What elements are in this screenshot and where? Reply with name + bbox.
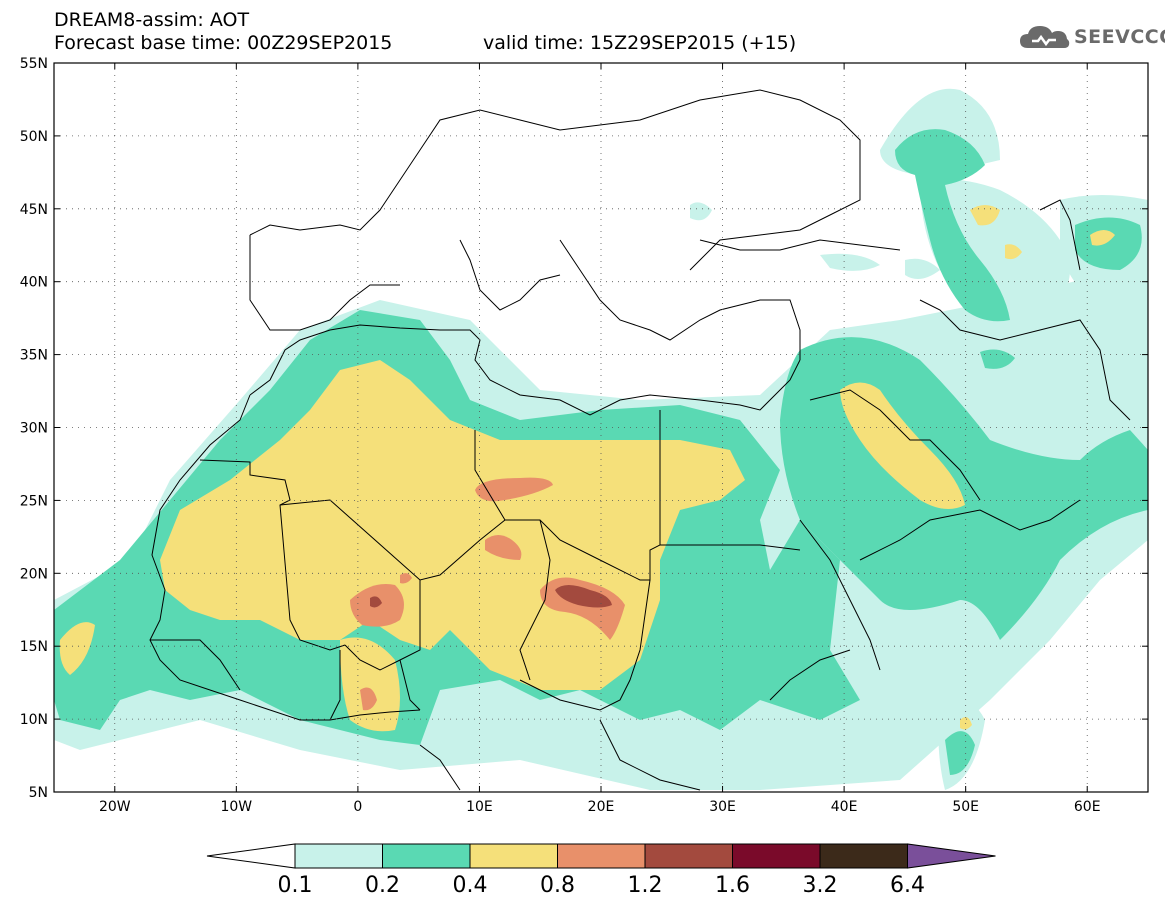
lat-tick-label: 10N [20, 712, 48, 728]
colorbar-label: 3.2 [803, 873, 838, 898]
gridlines [54, 62, 1148, 793]
lat-tick-label: 25N [20, 493, 48, 509]
lon-tick-label: 50E [952, 799, 979, 815]
colorbar-arrow-left [206, 843, 296, 869]
valid-time: valid time: 15Z29SEP2015 (+15) [483, 32, 797, 54]
map-frame [53, 62, 1149, 793]
lon-tick-label: 10W [220, 799, 252, 815]
lon-tick-label: 20E [588, 799, 615, 815]
colorbar-swatch [819, 843, 908, 869]
lon-tick-label: 0 [353, 799, 362, 815]
colorbar-label: 0.1 [278, 873, 313, 898]
colorbar-swatch [644, 843, 733, 869]
aot-field [54, 88, 1148, 790]
colorbar-arrow-right [907, 843, 996, 869]
colorbar-label: 0.8 [540, 873, 575, 898]
lat-tick-label: 55N [20, 56, 48, 72]
colorbar-label: 1.2 [628, 873, 663, 898]
colorbar-swatch [732, 843, 821, 869]
map-title: DREAM8-assim: AOT [54, 9, 250, 31]
lon-tick-label: 10E [466, 799, 493, 815]
forecast-base-time: Forecast base time: 00Z29SEP2015 [54, 32, 393, 54]
colorbar [206, 843, 996, 869]
lat-tick-label: 50N [20, 129, 48, 145]
colorbar-label: 0.4 [453, 873, 488, 898]
lat-tick-label: 35N [20, 348, 48, 364]
lat-tick-label: 40N [20, 275, 48, 291]
logo-text: SEEVCCC [1074, 26, 1165, 48]
colorbar-swatch [469, 843, 558, 869]
lon-tick-label: 60E [1074, 799, 1101, 815]
lat-tick-label: 30N [20, 421, 48, 437]
lon-tick-label: 30E [709, 799, 736, 815]
colorbar-label: 1.6 [715, 873, 750, 898]
colorbar-swatch [294, 843, 383, 869]
lat-tick-label: 20N [20, 566, 48, 582]
lon-tick-label: 40E [831, 799, 858, 815]
lat-tick-label: 15N [20, 639, 48, 655]
longitude-labels: 20W 10W 0 10E 20E 30E 40E 50E 60E [99, 799, 1101, 815]
lon-tick-label: 20W [99, 799, 131, 815]
colorbar-labels: 0.1 0.2 0.4 0.8 1.2 1.6 3.2 6.4 [278, 873, 926, 898]
colorbar-label: 0.2 [365, 873, 400, 898]
country-borders [149, 89, 1131, 791]
colorbar-swatch [557, 843, 646, 869]
latitude-labels: 5N 10N 15N 20N 25N 30N 35N 40N 45N 50N 55N [20, 56, 48, 801]
lat-tick-label: 5N [29, 785, 48, 801]
colorbar-label: 6.4 [890, 873, 925, 898]
cloud-icon [1020, 26, 1070, 48]
colorbar-swatch [382, 843, 471, 869]
lat-tick-label: 45N [20, 202, 48, 218]
seevccc-logo: SEEVCCC [1018, 22, 1165, 52]
